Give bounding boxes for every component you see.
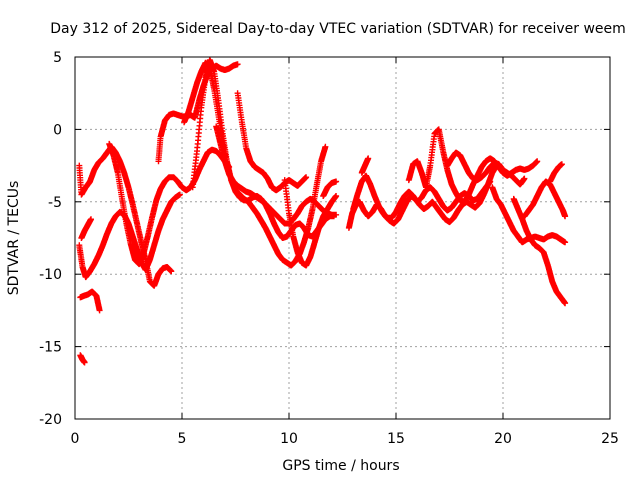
series-arc-4 xyxy=(78,216,94,241)
series-arc-10 xyxy=(213,123,340,227)
grid-lines xyxy=(75,57,610,419)
x-tick-label: 15 xyxy=(387,431,405,447)
y-tick-label: -10 xyxy=(39,267,62,283)
series-arc-20 xyxy=(510,195,569,307)
series-markers xyxy=(234,90,310,194)
series-arc-3 xyxy=(77,288,103,314)
series-arc-11 xyxy=(234,90,310,194)
x-tick-label: 25 xyxy=(601,431,619,447)
series-markers xyxy=(547,161,565,185)
series-arc-18 xyxy=(444,149,528,188)
y-tick-label: -15 xyxy=(39,340,62,356)
y-tick-label: 0 xyxy=(53,122,62,138)
series-markers xyxy=(358,155,372,176)
x-tick-label: 20 xyxy=(494,431,512,447)
series-arc-12 xyxy=(281,177,340,269)
series-markers xyxy=(213,123,340,227)
series-arc-22 xyxy=(547,161,565,185)
x-tick-label: 5 xyxy=(178,431,187,447)
series-markers xyxy=(521,178,569,220)
x-tick-label: 0 xyxy=(71,431,80,447)
series-arc-6 xyxy=(106,140,233,268)
series-arc-1 xyxy=(76,143,175,289)
y-tick-label: -5 xyxy=(48,195,62,211)
y-axis-label: SDTVAR / TECUs xyxy=(6,181,22,296)
series-markers xyxy=(77,288,103,314)
data-points xyxy=(76,56,569,366)
series-markers xyxy=(444,149,528,188)
series-markers xyxy=(281,177,340,269)
axis-ticks: 0 5 10 15 20 25 -20 -15 -10 -5 0 5 xyxy=(39,50,619,447)
series-markers xyxy=(78,216,94,241)
series-markers xyxy=(510,195,569,307)
y-tick-label: 5 xyxy=(53,50,62,66)
series-arc-5 xyxy=(77,352,88,366)
plot-frame xyxy=(74,56,611,420)
x-axis-label: GPS time / hours xyxy=(282,458,399,474)
series-markers xyxy=(320,178,340,199)
series-markers xyxy=(77,352,88,366)
series-markers xyxy=(76,143,175,289)
y-tick-label: -20 xyxy=(39,412,62,428)
chart-title: Day 312 of 2025, Sidereal Day-to-day VTE… xyxy=(50,21,626,37)
series-arc-21 xyxy=(521,178,569,220)
series-arc-13 xyxy=(320,178,340,199)
series-markers xyxy=(106,140,233,268)
series-arc-16 xyxy=(358,155,372,176)
x-tick-label: 10 xyxy=(280,431,298,447)
